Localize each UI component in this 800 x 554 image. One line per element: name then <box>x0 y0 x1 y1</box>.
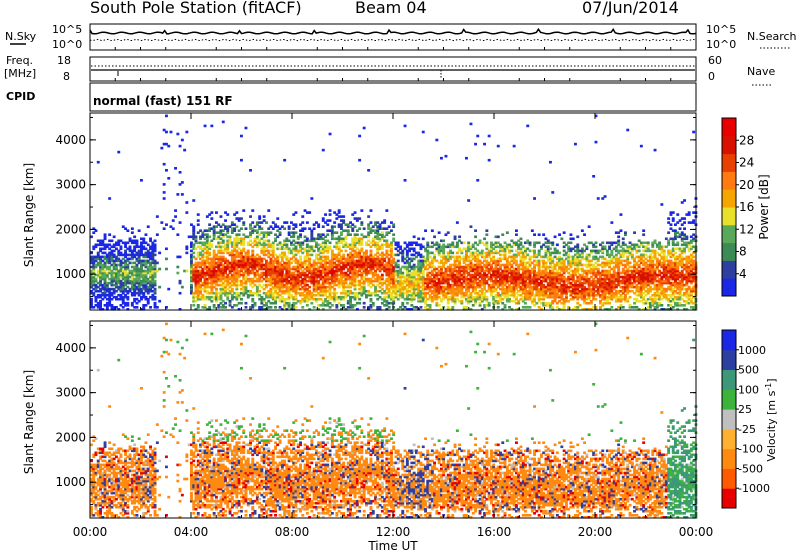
noise-sky-line <box>89 27 697 35</box>
freq-panel <box>89 56 697 82</box>
y-tick-label: 2000 <box>55 222 86 236</box>
velocity-colorbar-tick: -100 <box>738 443 763 456</box>
velocity-colorbar-tick: 100 <box>738 383 759 396</box>
x-tick-label: 20:00 <box>578 525 613 539</box>
freq-tick-bottom: 8 <box>63 70 70 83</box>
cpid-panel <box>89 82 697 112</box>
x-axis: 00:00 04:00 08:00 12:00 16:00 20:00 00:00 <box>73 47 714 539</box>
velocity-colorbar-label: Velocity [m s-1] <box>764 378 779 461</box>
freq-unit-label: [MHz] <box>4 67 36 80</box>
power-colorbar-tick: 8 <box>739 245 747 259</box>
y-tick-label: 1000 <box>55 267 86 281</box>
power-panel <box>89 112 698 311</box>
x-tick-label: 04:00 <box>174 525 209 539</box>
power-colorbar-tick: 20 <box>739 178 754 192</box>
velocity-colorbar-swatch <box>722 468 736 489</box>
velocity-panel <box>89 320 698 519</box>
velocity-colorbar-swatch <box>722 428 736 450</box>
power-colorbar-swatch <box>722 224 736 244</box>
x-tick-label: 08:00 <box>275 525 310 539</box>
velocity-colorbar-tick: -1000 <box>738 482 770 495</box>
power-colorbar-swatch <box>722 189 736 208</box>
velocity-colorbar-swatch <box>722 330 736 351</box>
nsearch-label: N.Search <box>747 30 797 43</box>
x-tick-label: 12:00 <box>376 525 411 539</box>
x-tick-label: 16:00 <box>477 525 512 539</box>
y-tick-label: 4000 <box>55 341 86 355</box>
velocity-colorbar-swatch <box>722 349 736 371</box>
power-heatmap <box>90 114 698 311</box>
noise-tick-right-bottom: 10^0 <box>706 38 736 51</box>
y-tick-label: 3000 <box>55 386 86 400</box>
velocity-colorbar-swatch <box>722 389 736 410</box>
power-colorbar-swatch <box>722 153 736 172</box>
velocity-colorbar-swatch <box>722 488 736 509</box>
noise-tick-left-top: 10^5 <box>52 23 82 36</box>
nave-tick-top: 60 <box>708 54 722 67</box>
noise-search-line <box>89 38 697 42</box>
nsky-label: N.Sky <box>5 30 37 43</box>
power-colorbar-swatch <box>722 118 736 137</box>
power-colorbar-swatch <box>722 171 736 190</box>
cpid-text: normal (fast) 151 RF <box>93 94 233 108</box>
y-tick-label: 2000 <box>55 430 86 444</box>
velocity-colorbar-swatch <box>722 369 736 390</box>
power-colorbar-swatch <box>722 135 736 155</box>
noise-panel <box>89 23 697 51</box>
power-colorbar-tick: 28 <box>739 133 754 147</box>
power-colorbar: 4 8 12 16 20 24 28 <box>721 117 754 297</box>
power-colorbar-swatch <box>722 242 736 261</box>
beam-label: Beam 04 <box>355 0 427 17</box>
nave-label: Nave <box>747 65 775 78</box>
power-colorbar-swatch <box>722 260 736 279</box>
date-label: 07/Jun/2014 <box>582 0 679 17</box>
velocity-colorbar-tick: -25 <box>738 423 756 436</box>
velocity-colorbar-swatch <box>722 409 736 430</box>
power-colorbar-tick: 12 <box>739 222 754 236</box>
x-tick-label: 00:00 <box>73 525 108 539</box>
station-title: South Pole Station (fitACF) <box>90 0 302 17</box>
velocity-ylabel: Slant Range [km] <box>22 370 36 474</box>
x-axis-label: Time UT <box>367 539 418 553</box>
cpid-label: CPID <box>6 90 35 103</box>
power-ylabel: Slant Range [km] <box>22 163 36 267</box>
x-tick-label: 00:00 <box>679 525 714 539</box>
power-colorbar-swatch <box>722 207 736 226</box>
nave-tick-bottom: 0 <box>708 70 715 83</box>
power-colorbar-tick: 24 <box>739 156 754 170</box>
velocity-colorbar-swatch <box>722 448 736 469</box>
noise-tick-left-bottom: 10^0 <box>52 38 82 51</box>
power-colorbar-swatch <box>722 278 736 297</box>
velocity-colorbar-tick: 500 <box>738 364 759 377</box>
y-tick-label: 3000 <box>55 178 86 192</box>
power-colorbar-tick: 4 <box>739 267 747 281</box>
velocity-colorbar-tick: 25 <box>738 403 752 416</box>
velocity-heatmap <box>90 322 698 519</box>
velocity-colorbar-tick: 1000 <box>738 344 766 357</box>
freq-label: Freq. <box>6 54 33 67</box>
freq-tick-top: 18 <box>57 54 71 67</box>
noise-tick-right-top: 10^5 <box>706 23 736 36</box>
velocity-colorbar: 1000 500 100 25 -25 -100 -500 -1000 <box>721 329 770 509</box>
y-tick-label: 1000 <box>55 475 86 489</box>
power-colorbar-label: Power [dB] <box>757 174 771 239</box>
y-tick-label: 4000 <box>55 133 86 147</box>
power-colorbar-tick: 16 <box>739 200 754 214</box>
velocity-colorbar-tick: -500 <box>738 462 763 475</box>
